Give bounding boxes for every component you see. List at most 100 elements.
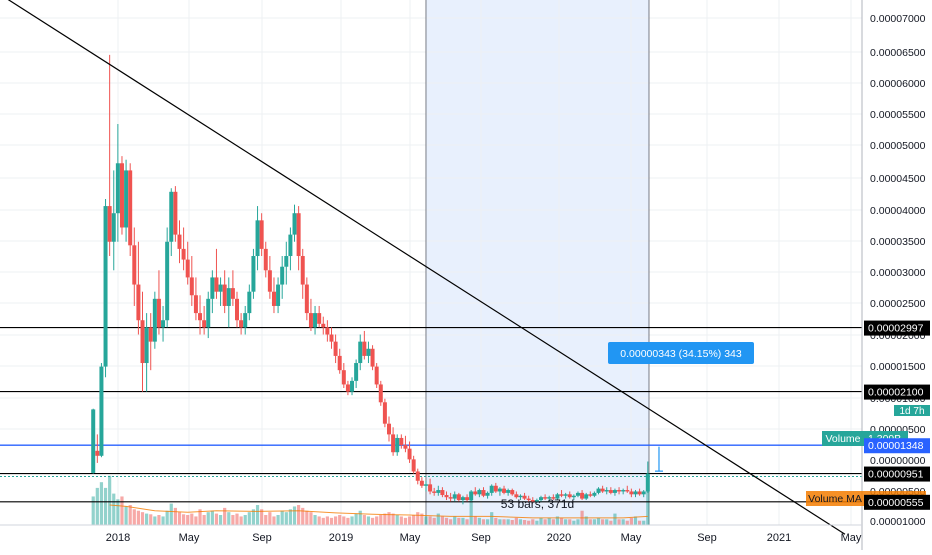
candle-body: [284, 256, 289, 267]
candle-body: [473, 491, 478, 495]
price-scale-panel[interactable]: [862, 0, 932, 550]
volume-bar: [551, 519, 555, 525]
volume-bar: [202, 515, 206, 525]
candle-body: [202, 320, 207, 328]
candle-body: [374, 366, 379, 385]
candle-body: [444, 495, 449, 498]
candle-body: [387, 423, 391, 435]
volume-bar: [165, 510, 169, 525]
volume-bar: [227, 512, 231, 525]
candle-body: [502, 488, 507, 493]
price-tick-label: 0.00005000: [870, 140, 926, 152]
volume-bar: [469, 493, 473, 525]
candle-body: [580, 492, 585, 499]
volume-bar: [514, 517, 518, 525]
volume-bar: [239, 516, 243, 525]
candle-body: [362, 341, 367, 356]
time-axis[interactable]: 2018 May Sep 2019 May Sep 2020 May Sep 2021 May: [0, 524, 862, 544]
candle-body: [189, 277, 194, 296]
volume-bar: [637, 520, 642, 525]
candle-body: [144, 327, 149, 364]
volume-bar: [140, 512, 145, 525]
volume-bar: [395, 515, 399, 525]
price-tick-label: 0.00000000: [870, 455, 926, 467]
volume-bar: [502, 519, 506, 525]
candle-body: [91, 409, 96, 473]
volume-bar: [255, 505, 260, 525]
candle-body: [235, 298, 239, 321]
time-tick-label: 2018: [106, 532, 130, 544]
volume-bar: [424, 516, 428, 525]
candle-body: [399, 437, 404, 446]
price-tick-label: 0.00001000: [870, 516, 926, 528]
candle-body: [345, 384, 350, 392]
measure-label-box: [608, 342, 754, 364]
volume-bar: [190, 513, 194, 525]
volume-bar: [547, 517, 551, 525]
volume-bar: [510, 520, 514, 525]
time-tick-label: May: [841, 532, 862, 544]
candle-body: [522, 495, 527, 499]
price-tick-label: 0.00006000: [870, 78, 926, 90]
level-badge: [864, 320, 930, 336]
candle-body: [103, 206, 108, 367]
volume-bar: [531, 519, 535, 525]
candle-body: [132, 245, 137, 285]
volume-bar: [350, 516, 354, 525]
volume-bar: [412, 515, 416, 525]
volume-bar: [391, 513, 395, 525]
candle-body: [575, 492, 580, 496]
candle-body: [588, 494, 593, 496]
price-tick-label: 0.00004500: [870, 173, 926, 185]
candle-body: [313, 313, 318, 328]
candle-body: [571, 495, 576, 498]
volume-bar: [506, 519, 510, 525]
candle-body: [161, 320, 166, 328]
volume-bar: [461, 517, 465, 525]
candle-body: [460, 497, 465, 501]
candle-body: [559, 494, 564, 496]
candle-body: [518, 495, 523, 498]
volume-bar: [243, 515, 247, 525]
measure-tool[interactable]: 0.00000343 (34.15%) 343: [608, 342, 754, 472]
volume-bar: [621, 519, 625, 525]
volume-bar: [416, 512, 420, 525]
volume-bar: [588, 519, 592, 525]
candle-body: [411, 459, 416, 472]
time-tick-label: 2021: [767, 532, 791, 544]
volume-bar: [103, 487, 108, 525]
volume-bar: [490, 512, 494, 525]
candle-body: [436, 490, 441, 493]
volume-bar: [539, 517, 543, 525]
candle-body: [181, 248, 186, 260]
time-tick-label: Sep: [471, 532, 491, 544]
candle-body: [600, 488, 605, 492]
candle-body: [428, 484, 433, 492]
volume-bar: [321, 517, 325, 525]
descending-trendline[interactable]: [0, 0, 846, 535]
volume-bar: [387, 512, 391, 525]
time-tick-label: 2019: [329, 532, 353, 544]
volume-bar: [498, 519, 502, 525]
price-tick-label: 0.00007000: [870, 13, 926, 25]
candle-body: [337, 355, 342, 371]
volume-bar: [284, 512, 288, 525]
volume-bar: [370, 517, 375, 525]
candle-body: [308, 313, 313, 328]
volume-bar: [288, 509, 293, 525]
volume-bar: [432, 517, 436, 525]
candle-body: [596, 488, 601, 493]
candle-body: [378, 384, 383, 403]
candle-body: [423, 484, 428, 486]
volume-ma-line: [109, 504, 648, 519]
candle-body: [99, 366, 104, 456]
candle-body: [370, 348, 375, 367]
countdown-text: 1d 7h: [899, 406, 924, 417]
level-badge: [864, 384, 930, 400]
volume-bar: [116, 499, 120, 525]
volume-bar: [206, 512, 210, 525]
volume-bar: [366, 516, 371, 525]
candle-body: [592, 492, 597, 496]
